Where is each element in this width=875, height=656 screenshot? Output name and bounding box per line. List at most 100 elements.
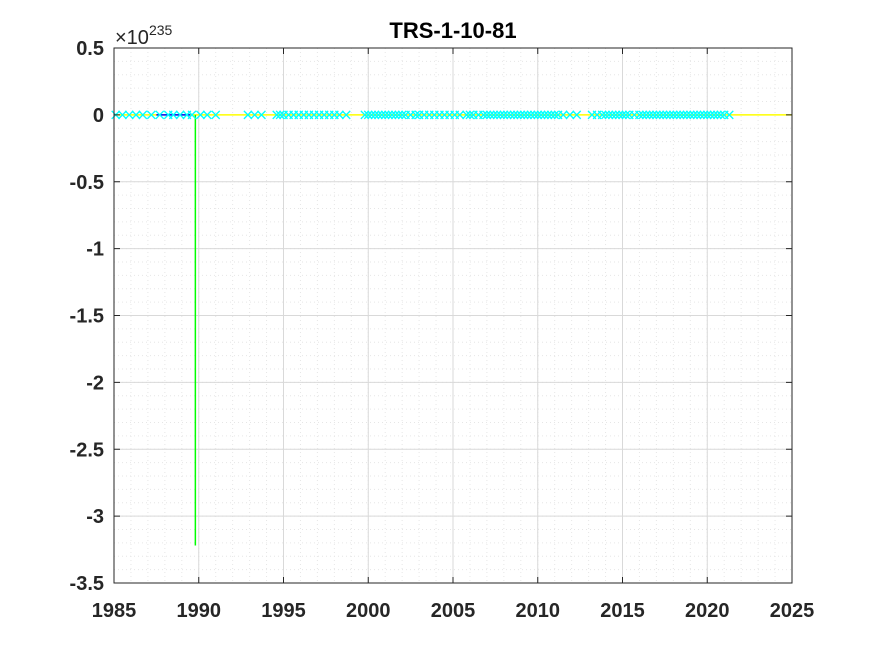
marker-stroke [243,110,253,120]
marker-stroke [668,110,678,120]
y-tick-label: -1 [86,239,104,261]
data-point-marker [499,110,509,120]
marker-stroke [699,110,709,120]
data-point-marker [709,110,719,120]
data-point-marker [655,110,665,120]
marker-stroke [536,110,546,120]
marker-stroke [651,110,661,120]
x-tick-label: 2005 [431,600,476,622]
y-tick-label: 0.5 [76,38,104,60]
marker-stroke [679,110,688,120]
marker-stroke [187,110,197,120]
marker-stroke [529,110,539,120]
marker-stroke [523,110,533,120]
data-point-marker [465,110,475,120]
data-point-marker [558,110,568,120]
data-point-marker [341,110,351,120]
marker-stroke [455,110,465,120]
marker-stroke [411,110,421,120]
marker-stroke [175,110,185,120]
y-tick-labels: 0.5 0 -0.5 -1 -1.5 -2 -2.5 -3 -3.5 [70,38,104,595]
marker-stroke [502,110,512,120]
data-point-marker [536,110,546,120]
data-point-marker [363,110,373,120]
marker-stroke [607,110,617,120]
marker-stroke [124,110,134,120]
marker-stroke [634,110,644,120]
data-point-marker [672,110,682,120]
data-point-marker [565,110,575,120]
marker-stroke [712,110,722,120]
data-point-marker [394,110,404,120]
marker-stroke [479,110,488,120]
marker-stroke [702,110,712,120]
marker-stroke [526,110,536,120]
y-exponent-base: ×10 [115,27,149,49]
data-point-marker [651,110,661,120]
marker-stroke [496,110,505,120]
x-tick-label: 2025 [770,600,815,622]
data-point-marker [377,110,387,120]
marker-stroke [146,110,156,120]
data-point-marker [175,110,185,120]
x-tick-label: 2020 [685,600,730,622]
marker-stroke [648,110,658,120]
data-point-marker [675,110,685,120]
data-point-marker [390,110,400,120]
marker-stroke [512,110,522,120]
marker-stroke [394,110,404,120]
marker-stroke [601,110,611,120]
data-point-marker [638,110,648,120]
data-point-marker [716,110,726,120]
data-point-marker [485,110,495,120]
data-point-marker [724,110,734,120]
marker-stroke [341,110,351,120]
data-point-marker [604,110,614,120]
data-point-marker [275,110,285,120]
marker-stroke [211,110,221,120]
data-point-marker [597,110,607,120]
axes [113,47,793,584]
data-point-marker [614,110,624,120]
marker-stroke [540,110,549,120]
data-point-marker [601,110,611,120]
marker-stroke [706,110,716,120]
y-exponent-power: 235 [149,22,173,38]
data-point-marker [502,110,512,120]
y-tick-label: -1.5 [70,306,104,328]
marker-stroke [250,110,260,120]
data-point-marker [462,110,472,120]
marker-stroke [482,110,492,120]
marker-stroke [519,110,529,120]
marker-stroke [645,110,655,120]
marker-stroke [118,110,127,120]
data-point-marker [387,110,397,120]
marker-stroke [655,110,665,120]
marker-stroke [131,110,141,120]
marker-stroke [597,110,607,120]
data-point-marker [272,110,282,120]
x-tick-label: 2015 [600,600,645,622]
data-point-marker [492,110,502,120]
data-point-marker [373,110,383,120]
marker-stroke [275,110,285,120]
data-point-marker [384,110,394,120]
data-point-marker [658,110,668,120]
data-point-marker [696,110,705,120]
marker-stroke [257,110,266,120]
marker-stroke [367,110,377,120]
marker-stroke [621,110,631,120]
data-point-marker [131,110,141,120]
marker-stroke [638,110,648,120]
y-tick-label: -0.5 [70,172,104,194]
data-point-marker [712,110,722,120]
chart-title: TRS-1-10-81 [389,18,516,43]
data-point-marker [512,110,522,120]
data-point-marker [506,110,516,120]
data-point-marker [124,110,134,120]
marker-stroke [618,110,627,120]
marker-stroke [662,110,672,120]
data-point-marker [529,110,539,120]
data-point-marker [455,110,465,120]
